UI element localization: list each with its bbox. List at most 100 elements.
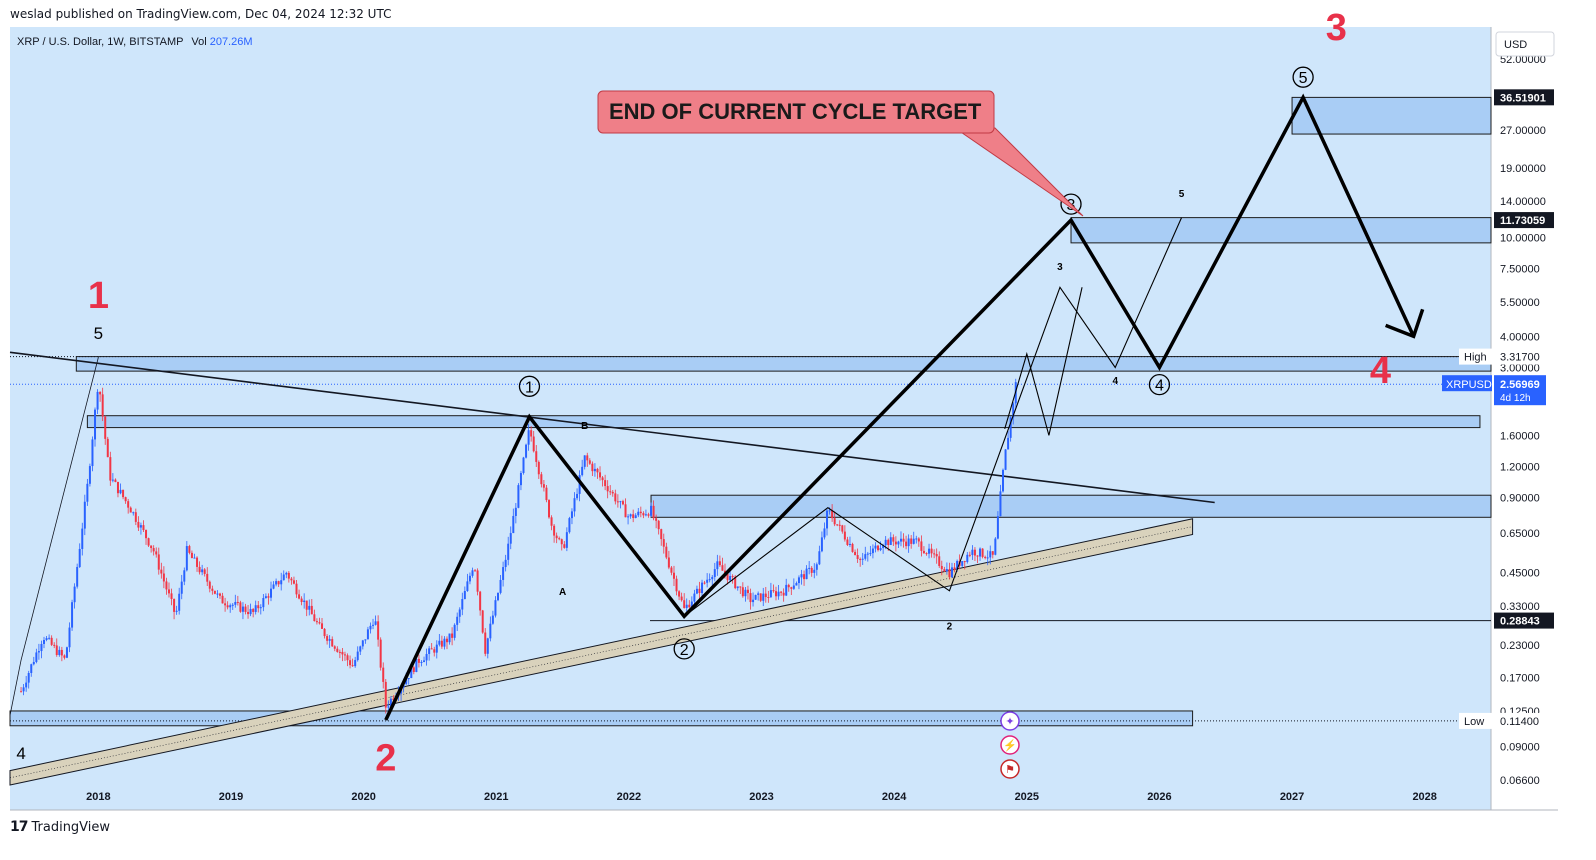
candle-body <box>729 576 732 581</box>
candle-body <box>614 493 617 502</box>
candle-body <box>808 567 811 569</box>
candle-body <box>601 477 604 481</box>
candle-body <box>109 457 112 481</box>
price-tag-value: 0.11400 <box>1500 716 1539 728</box>
candle-body <box>282 574 285 581</box>
sparkle-icon-glyph: ✦ <box>1005 716 1014 728</box>
candle-body <box>252 608 255 612</box>
y-tick-label: 14.00000 <box>1500 196 1546 208</box>
candle-body <box>45 638 48 640</box>
us-flag-icon[interactable] <box>1000 759 1020 779</box>
price-tag-value: 11.73059 <box>1500 215 1545 227</box>
x-tick-label: 2026 <box>1147 791 1171 803</box>
minor-wave-path <box>683 217 1183 617</box>
candle-body <box>831 510 834 519</box>
candle-body <box>624 504 627 518</box>
candle-body <box>507 543 510 560</box>
candle-body <box>894 541 897 545</box>
candle-body <box>889 537 892 545</box>
candle-body <box>803 574 806 580</box>
candle-body <box>769 590 772 598</box>
candle-body <box>389 698 392 707</box>
candle-body <box>81 528 84 549</box>
candle-body <box>826 510 829 529</box>
y-tick-label: 0.06600 <box>1500 775 1540 787</box>
candle-body <box>40 643 43 652</box>
candle-body <box>188 546 191 553</box>
candle-body <box>134 512 137 522</box>
candle-body <box>884 539 887 546</box>
x-tick-label: 2024 <box>882 791 907 803</box>
candle-body <box>178 593 181 611</box>
candle-body <box>892 537 895 542</box>
price-axis[interactable]: 52.00000 27.00000 19.00000 14.00000 10.00000… <box>1500 54 1546 787</box>
candle-body <box>586 455 589 461</box>
candle-body <box>167 589 170 594</box>
candle-body <box>145 530 148 539</box>
y-tick-label: 7.50000 <box>1500 263 1540 275</box>
candle-body <box>68 627 71 648</box>
candle-body <box>532 436 535 452</box>
currency-button[interactable]: USD <box>1495 31 1555 57</box>
event-icons[interactable]: ✦ ⚡ ⚑ <box>1000 711 1020 779</box>
candle-body <box>382 667 385 682</box>
candle-body <box>966 554 969 562</box>
candle-body <box>78 548 81 567</box>
candle-body <box>338 651 341 653</box>
candle-body <box>945 569 948 572</box>
candle-body <box>254 605 257 612</box>
lightning-icon-glyph: ⚡ <box>1003 739 1017 752</box>
candle-body <box>667 557 670 568</box>
candle-body <box>764 593 767 598</box>
candle-body <box>114 479 117 482</box>
legend-vol-value: 207.26M <box>210 36 253 48</box>
candle-body <box>160 569 163 574</box>
time-axis[interactable]: 2018 2019 2020 2021 2022 2023 2024 2025 2026 2027… <box>86 791 1437 803</box>
candle-body <box>981 548 984 557</box>
target-callout[interactable]: END OF CURRENT CYCLE TARGET <box>597 90 1084 217</box>
candle-body <box>578 475 581 494</box>
tradingview-footer[interactable]: 17 TradingView <box>10 819 110 835</box>
main-wave-path <box>384 93 1416 721</box>
candle-body <box>665 546 668 558</box>
sparkle-icon[interactable] <box>1000 711 1020 731</box>
candle-body <box>73 586 76 603</box>
candle-body <box>272 584 275 589</box>
candle-body <box>879 548 882 551</box>
candle-body <box>496 592 499 601</box>
candle-body <box>86 483 89 502</box>
candle-body <box>359 646 362 652</box>
candle-body <box>379 639 382 668</box>
wave-label-circled: 1 <box>525 379 534 396</box>
candle-body <box>433 649 436 653</box>
candle-body <box>938 556 941 566</box>
candle-body <box>550 517 553 526</box>
symbol-legend[interactable]: XRP / U.S. Dollar, 1W, BITSTAMP Vol 207.… <box>17 36 253 48</box>
candle-body <box>504 559 507 568</box>
candle-body <box>374 621 377 625</box>
candle-body <box>1002 469 1005 492</box>
candle-body <box>718 561 721 566</box>
candle-body <box>971 549 974 555</box>
candle-body <box>224 603 227 606</box>
early-wave-line <box>9 357 99 716</box>
candle-body <box>122 489 125 498</box>
candle-body <box>609 491 612 493</box>
tradingview-logo-icon: 17 <box>10 819 29 835</box>
candle-body <box>650 505 653 516</box>
candle-body <box>270 588 273 598</box>
candle-body <box>1012 403 1015 418</box>
candle-body <box>298 594 301 599</box>
lightning-icon[interactable] <box>1000 735 1020 755</box>
candle-body <box>599 472 602 478</box>
candle-body <box>950 567 953 578</box>
candle-body <box>711 576 714 580</box>
candle-body <box>491 615 494 624</box>
candle-body <box>558 538 561 540</box>
price-axis-background <box>1491 27 1558 810</box>
candle-body <box>479 591 482 611</box>
wave-label-small: A <box>559 587 566 598</box>
candle-body <box>310 605 313 615</box>
candle-body <box>198 566 201 573</box>
